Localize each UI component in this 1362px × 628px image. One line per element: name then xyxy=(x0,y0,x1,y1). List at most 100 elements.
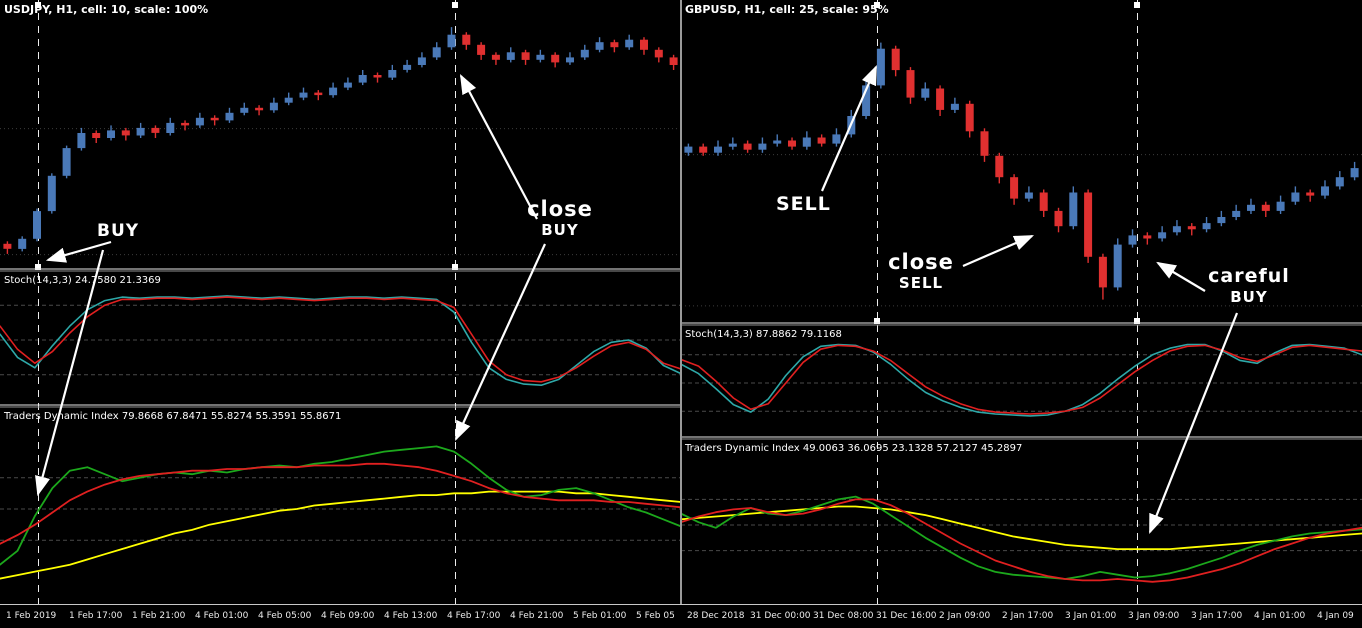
stoch-main-line xyxy=(681,343,1362,417)
annotation-arrow[interactable] xyxy=(45,240,112,263)
time-label: 3 Jan 01:00 xyxy=(1065,611,1117,621)
candle-body xyxy=(699,146,708,153)
candle-body xyxy=(1350,168,1359,178)
chart-header-usdjpy: USDJPY, H1, cell: 10, scale: 100% xyxy=(4,3,209,16)
stoch-signal-line xyxy=(681,344,1362,415)
vline-handle[interactable] xyxy=(874,318,880,324)
stoch-indicator-label-usdjpy: Stoch(14,3,3) 24.7580 21.3369 xyxy=(4,275,161,286)
annotation-careful-text: careful xyxy=(1208,265,1290,287)
candle-body xyxy=(240,107,249,113)
chart-panel-gbpusd[interactable]: GBPUSD, H1, cell: 25, scale: 95% Stoch(1… xyxy=(681,0,1362,628)
tdi-signal-line xyxy=(681,498,1362,583)
candle-body xyxy=(1172,226,1181,233)
candle-body xyxy=(269,102,278,111)
candles-group xyxy=(3,27,678,254)
candle-body xyxy=(388,70,397,78)
candle-body xyxy=(610,42,619,48)
candle-body xyxy=(210,117,219,121)
annotation-arrow[interactable] xyxy=(1148,312,1239,535)
candle-body xyxy=(802,137,811,147)
candle-body xyxy=(225,112,234,121)
annotation-close-buy-label[interactable]: close BUY xyxy=(512,197,608,239)
candle-body xyxy=(166,122,175,133)
candle-body xyxy=(181,122,190,126)
candle-body xyxy=(18,238,27,249)
annotation-arrow[interactable] xyxy=(35,249,105,497)
vline-handle[interactable] xyxy=(874,2,880,8)
candle-body xyxy=(62,148,71,176)
chart-panel-usdjpy[interactable]: USDJPY, H1, cell: 10, scale: 100% Stoch(… xyxy=(0,0,681,628)
candle-body xyxy=(536,54,545,60)
time-label: 31 Dec 00:00 xyxy=(750,611,811,621)
candle-body xyxy=(1291,192,1300,202)
annotation-buy-label[interactable]: BUY xyxy=(97,221,140,241)
candle-body xyxy=(595,42,604,50)
candles-group xyxy=(684,42,1359,300)
candle-body xyxy=(566,57,574,63)
vline-handle[interactable] xyxy=(1134,2,1140,8)
annotation-arrow[interactable] xyxy=(820,64,878,192)
time-label: 1 Feb 2019 xyxy=(6,611,57,621)
annotation-careful-buy-label[interactable]: careful BUY xyxy=(1203,265,1295,306)
time-label: 1 Feb 21:00 xyxy=(132,611,186,621)
candle-body xyxy=(506,52,515,60)
time-label: 4 Feb 17:00 xyxy=(447,611,501,621)
candle-body xyxy=(995,155,1004,178)
candle-body xyxy=(136,127,145,136)
vline-handle[interactable] xyxy=(452,264,458,270)
candle-body xyxy=(447,34,456,48)
time-label: 31 Dec 16:00 xyxy=(876,611,937,621)
annotation-close-sell-label[interactable]: close SELL xyxy=(877,250,965,292)
time-label: 4 Jan 09 xyxy=(1317,611,1354,621)
time-label: 1 Feb 17:00 xyxy=(69,611,123,621)
candle-body xyxy=(462,34,471,45)
annotation-arrow[interactable] xyxy=(962,234,1035,268)
vline-handle[interactable] xyxy=(1134,318,1140,324)
annotation-close-text: close xyxy=(527,197,593,221)
vline-handle[interactable] xyxy=(35,2,41,8)
time-label: 4 Feb 21:00 xyxy=(510,611,564,621)
candle-body xyxy=(358,75,367,83)
gbpusd-chart-canvas[interactable] xyxy=(681,0,1362,604)
candle-body xyxy=(314,92,323,96)
candle-body xyxy=(521,52,530,60)
time-label: 3 Jan 09:00 xyxy=(1128,611,1180,621)
candle-body xyxy=(195,117,204,126)
candle-body xyxy=(33,211,41,239)
time-label: 2 Jan 09:00 xyxy=(939,611,991,621)
candle-body xyxy=(743,143,752,150)
candle-body xyxy=(965,103,974,132)
vline-handle[interactable] xyxy=(452,2,458,8)
candle-body xyxy=(551,54,560,63)
time-axis-usdjpy[interactable]: 1 Feb 2019 1 Feb 17:00 1 Feb 21:00 4 Feb 01… xyxy=(0,604,681,628)
candle-body xyxy=(373,75,382,78)
time-axis-gbpusd[interactable]: 28 Dec 2018 31 Dec 00:00 31 Dec 08:00 31 De… xyxy=(681,604,1362,628)
annotation-arrow[interactable] xyxy=(459,74,538,220)
candle-body xyxy=(1143,235,1152,239)
candle-body xyxy=(1054,210,1063,227)
usdjpy-chart-canvas[interactable] xyxy=(0,0,681,604)
stoch-indicator-label-gbpusd: Stoch(14,3,3) 87.8862 79.1168 xyxy=(685,329,842,340)
annotation-arrow[interactable] xyxy=(454,243,547,442)
candle-body xyxy=(891,48,900,71)
candle-body xyxy=(329,87,338,96)
annotation-sell-label[interactable]: SELL xyxy=(776,193,831,215)
candle-body xyxy=(788,140,796,147)
candle-body xyxy=(906,70,915,98)
stoch-signal-line xyxy=(0,296,681,383)
candle-body xyxy=(477,44,486,55)
candle-body xyxy=(654,49,663,58)
candle-body xyxy=(714,146,722,153)
candle-body xyxy=(921,88,930,98)
candle-body xyxy=(1024,192,1033,199)
candle-body xyxy=(1187,226,1196,230)
vline-handle[interactable] xyxy=(35,264,41,270)
time-label: 5 Feb 05 xyxy=(636,611,675,621)
annotation-arrow[interactable] xyxy=(1156,261,1206,292)
candle-body xyxy=(862,85,871,116)
candle-body xyxy=(640,39,648,50)
candle-body xyxy=(1232,210,1241,217)
candle-body xyxy=(121,130,130,136)
candle-body xyxy=(950,103,959,110)
